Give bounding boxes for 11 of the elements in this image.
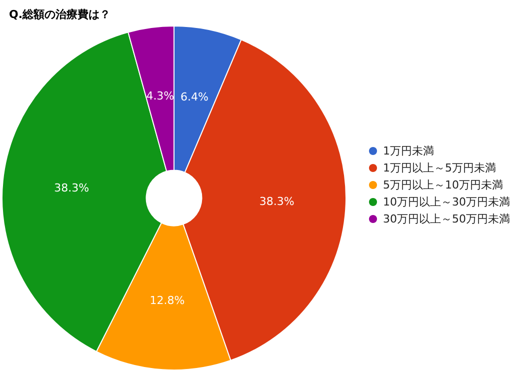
chart-title: Q.総額の治療費は？ xyxy=(9,8,111,21)
legend-label: 30万円以上～50万円未満 xyxy=(383,212,510,226)
data-label: 6.4% xyxy=(180,90,208,104)
data-label: 38.3% xyxy=(259,194,294,208)
legend-label: 5万円以上～10万円未満 xyxy=(383,178,503,192)
data-label: 38.3% xyxy=(54,181,90,194)
legend-label: 1万円以上～5万円未満 xyxy=(383,162,496,174)
legend-label: 1万円未満 xyxy=(383,144,434,158)
legend-label: 10万円以上～30万円未満 xyxy=(383,196,510,208)
data-label: 12.8% xyxy=(150,294,185,308)
data-label: 4.3% xyxy=(146,90,174,103)
